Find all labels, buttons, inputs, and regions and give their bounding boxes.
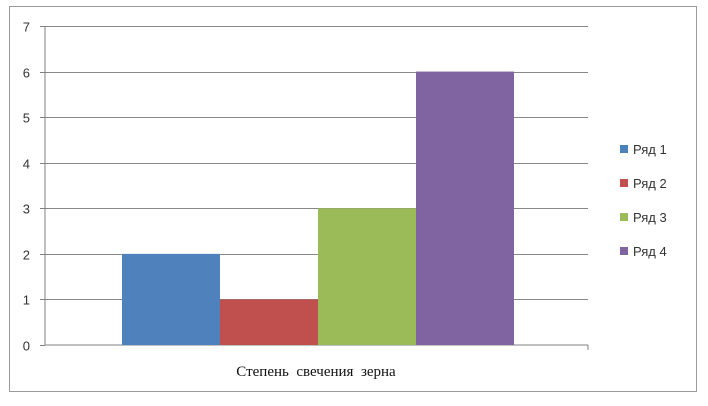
- legend-item: Ряд 3: [620, 206, 700, 228]
- x-category-label: Степень свечения зерна: [236, 364, 396, 380]
- legend-label: Ряд 1: [633, 141, 667, 157]
- legend-label: Ряд 2: [633, 175, 667, 191]
- bar-series-1: [122, 253, 220, 345]
- legend-item: Ряд 1: [620, 138, 700, 160]
- legend-swatch: [620, 213, 628, 221]
- legend-item: Ряд 2: [620, 172, 700, 194]
- legend-swatch: [620, 179, 628, 187]
- y-tick-label: 2: [23, 248, 30, 263]
- y-tick-label: 0: [23, 339, 30, 354]
- y-tick-label: 6: [23, 66, 30, 81]
- bar-series-3: [318, 208, 416, 345]
- bar-series-2: [220, 299, 318, 345]
- legend-swatch: [620, 145, 628, 153]
- legend-label: Ряд 4: [633, 243, 667, 259]
- legend-item: Ряд 4: [620, 240, 700, 262]
- legend: Ряд 1 Ряд 2 Ряд 3 Ряд 4: [620, 138, 700, 274]
- y-tick-label: 1: [23, 293, 30, 308]
- y-tick-label: 4: [23, 157, 30, 172]
- legend-label: Ряд 3: [633, 209, 667, 225]
- y-tick-labels: 0 1 2 3 4 5 6 7: [23, 20, 45, 354]
- bar-series-4: [416, 71, 514, 346]
- y-tick-label: 7: [23, 20, 30, 35]
- bars: [122, 71, 514, 346]
- legend-swatch: [620, 247, 628, 255]
- y-tick-label: 3: [23, 202, 30, 217]
- y-tick-label: 5: [23, 111, 30, 126]
